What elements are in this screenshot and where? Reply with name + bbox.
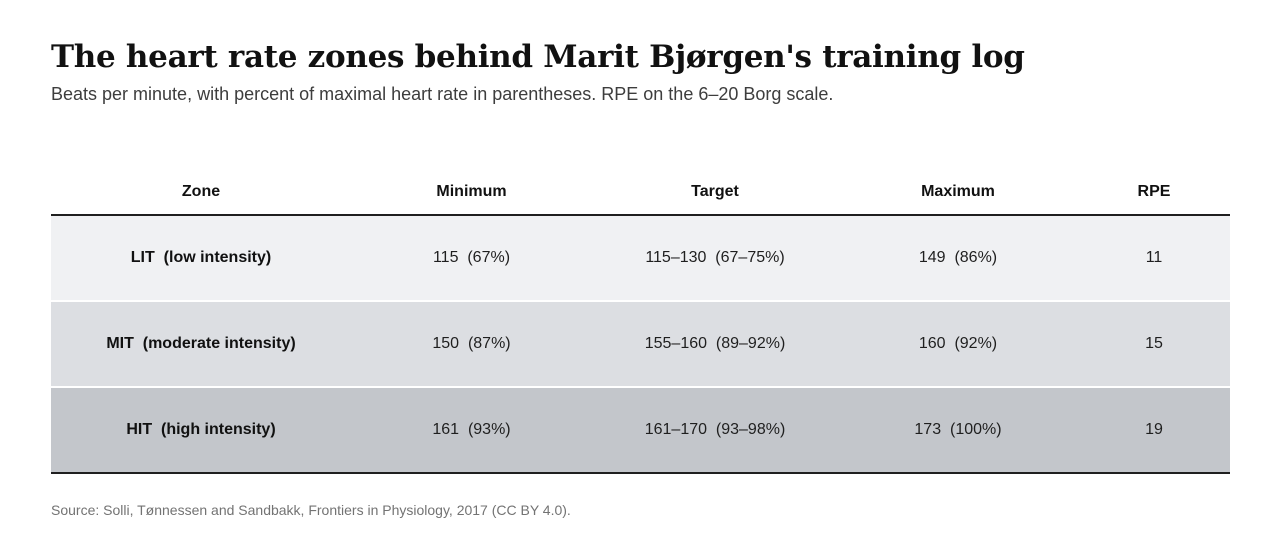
source-note: Source: Solli, Tønnessen and Sandbakk, F…	[51, 502, 571, 518]
target-cell: 161–170 (93–98%)	[592, 387, 838, 474]
header-minimum: Minimum	[351, 170, 592, 216]
maximum-cell: 173 (100%)	[838, 387, 1078, 474]
zone-cell: HIT (high intensity)	[51, 387, 351, 474]
minimum-cell: 150 (87%)	[351, 301, 592, 388]
table-header-row: Zone Minimum Target Maximum RPE	[51, 170, 1230, 216]
minimum-cell: 115 (67%)	[351, 215, 592, 302]
target-cell: 115–130 (67–75%)	[592, 215, 838, 302]
minimum-cell: 161 (93%)	[351, 387, 592, 474]
header-zone: Zone	[51, 170, 351, 216]
header-maximum: Maximum	[838, 170, 1078, 216]
maximum-cell: 160 (92%)	[838, 301, 1078, 388]
header-target: Target	[592, 170, 838, 216]
table-row-mit: MIT (moderate intensity) 150 (87%) 155–1…	[51, 301, 1230, 388]
rpe-cell: 15	[1078, 301, 1230, 388]
maximum-cell: 149 (86%)	[838, 215, 1078, 302]
header-rpe: RPE	[1078, 170, 1230, 216]
table-row-lit: LIT (low intensity) 115 (67%) 115–130 (6…	[51, 215, 1230, 302]
table-row-hit: HIT (high intensity) 161 (93%) 161–170 (…	[51, 387, 1230, 474]
page-subtitle: Beats per minute, with percent of maxima…	[51, 84, 834, 104]
target-cell: 155–160 (89–92%)	[592, 301, 838, 388]
page-title: The heart rate zones behind Marit Bjørge…	[51, 38, 1025, 75]
rpe-cell: 11	[1078, 215, 1230, 302]
heart-rate-zones-table: Zone Minimum Target Maximum RPE LIT (low…	[51, 170, 1230, 474]
rpe-cell: 19	[1078, 387, 1230, 474]
zone-cell: MIT (moderate intensity)	[51, 301, 351, 388]
zone-cell: LIT (low intensity)	[51, 215, 351, 302]
